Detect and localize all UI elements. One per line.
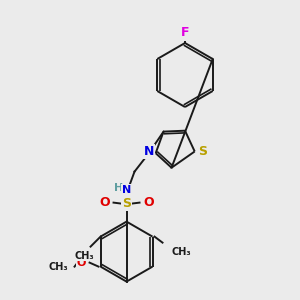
Text: S: S: [198, 145, 207, 158]
Text: O: O: [99, 196, 110, 209]
Text: O: O: [77, 258, 86, 268]
Text: N: N: [122, 184, 131, 195]
Text: N: N: [143, 145, 154, 158]
Text: CH₃: CH₃: [172, 247, 191, 256]
Text: H: H: [114, 183, 123, 193]
Text: S: S: [122, 197, 131, 210]
Text: CH₃: CH₃: [49, 262, 68, 272]
Text: F: F: [181, 26, 189, 40]
Text: O: O: [143, 196, 154, 209]
Text: CH₃: CH₃: [75, 250, 94, 261]
